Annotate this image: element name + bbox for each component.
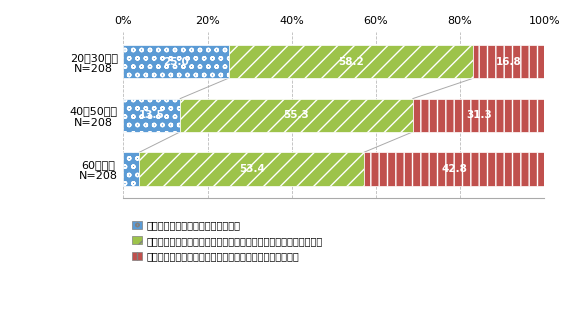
Bar [123,152,139,186]
Bar [123,99,180,132]
Bar [413,99,545,132]
Text: 55.3: 55.3 [284,110,310,120]
Bar [180,99,413,132]
Text: 42.8: 42.8 [441,164,467,174]
Legend: 積極的に副業・兼業を行う方がよい, 時間制約など一定の条件を満たす範囲で副業・兼業を行う方がよい, 副業・兼業は行うべきではない（本業に職務専念すべき）: 積極的に副業・兼業を行う方がよい, 時間制約など一定の条件を満たす範囲で副業・兼… [128,217,327,265]
Text: 58.2: 58.2 [338,57,364,67]
Bar [473,45,544,78]
Bar [364,152,544,186]
Text: 31.3: 31.3 [466,110,491,120]
Text: 13.5: 13.5 [139,110,165,120]
Text: 16.8: 16.8 [496,57,522,67]
Text: 53.4: 53.4 [239,164,265,174]
Bar [123,45,229,78]
Text: 25.0: 25.0 [163,57,189,67]
Bar [139,152,364,186]
Bar [229,45,473,78]
